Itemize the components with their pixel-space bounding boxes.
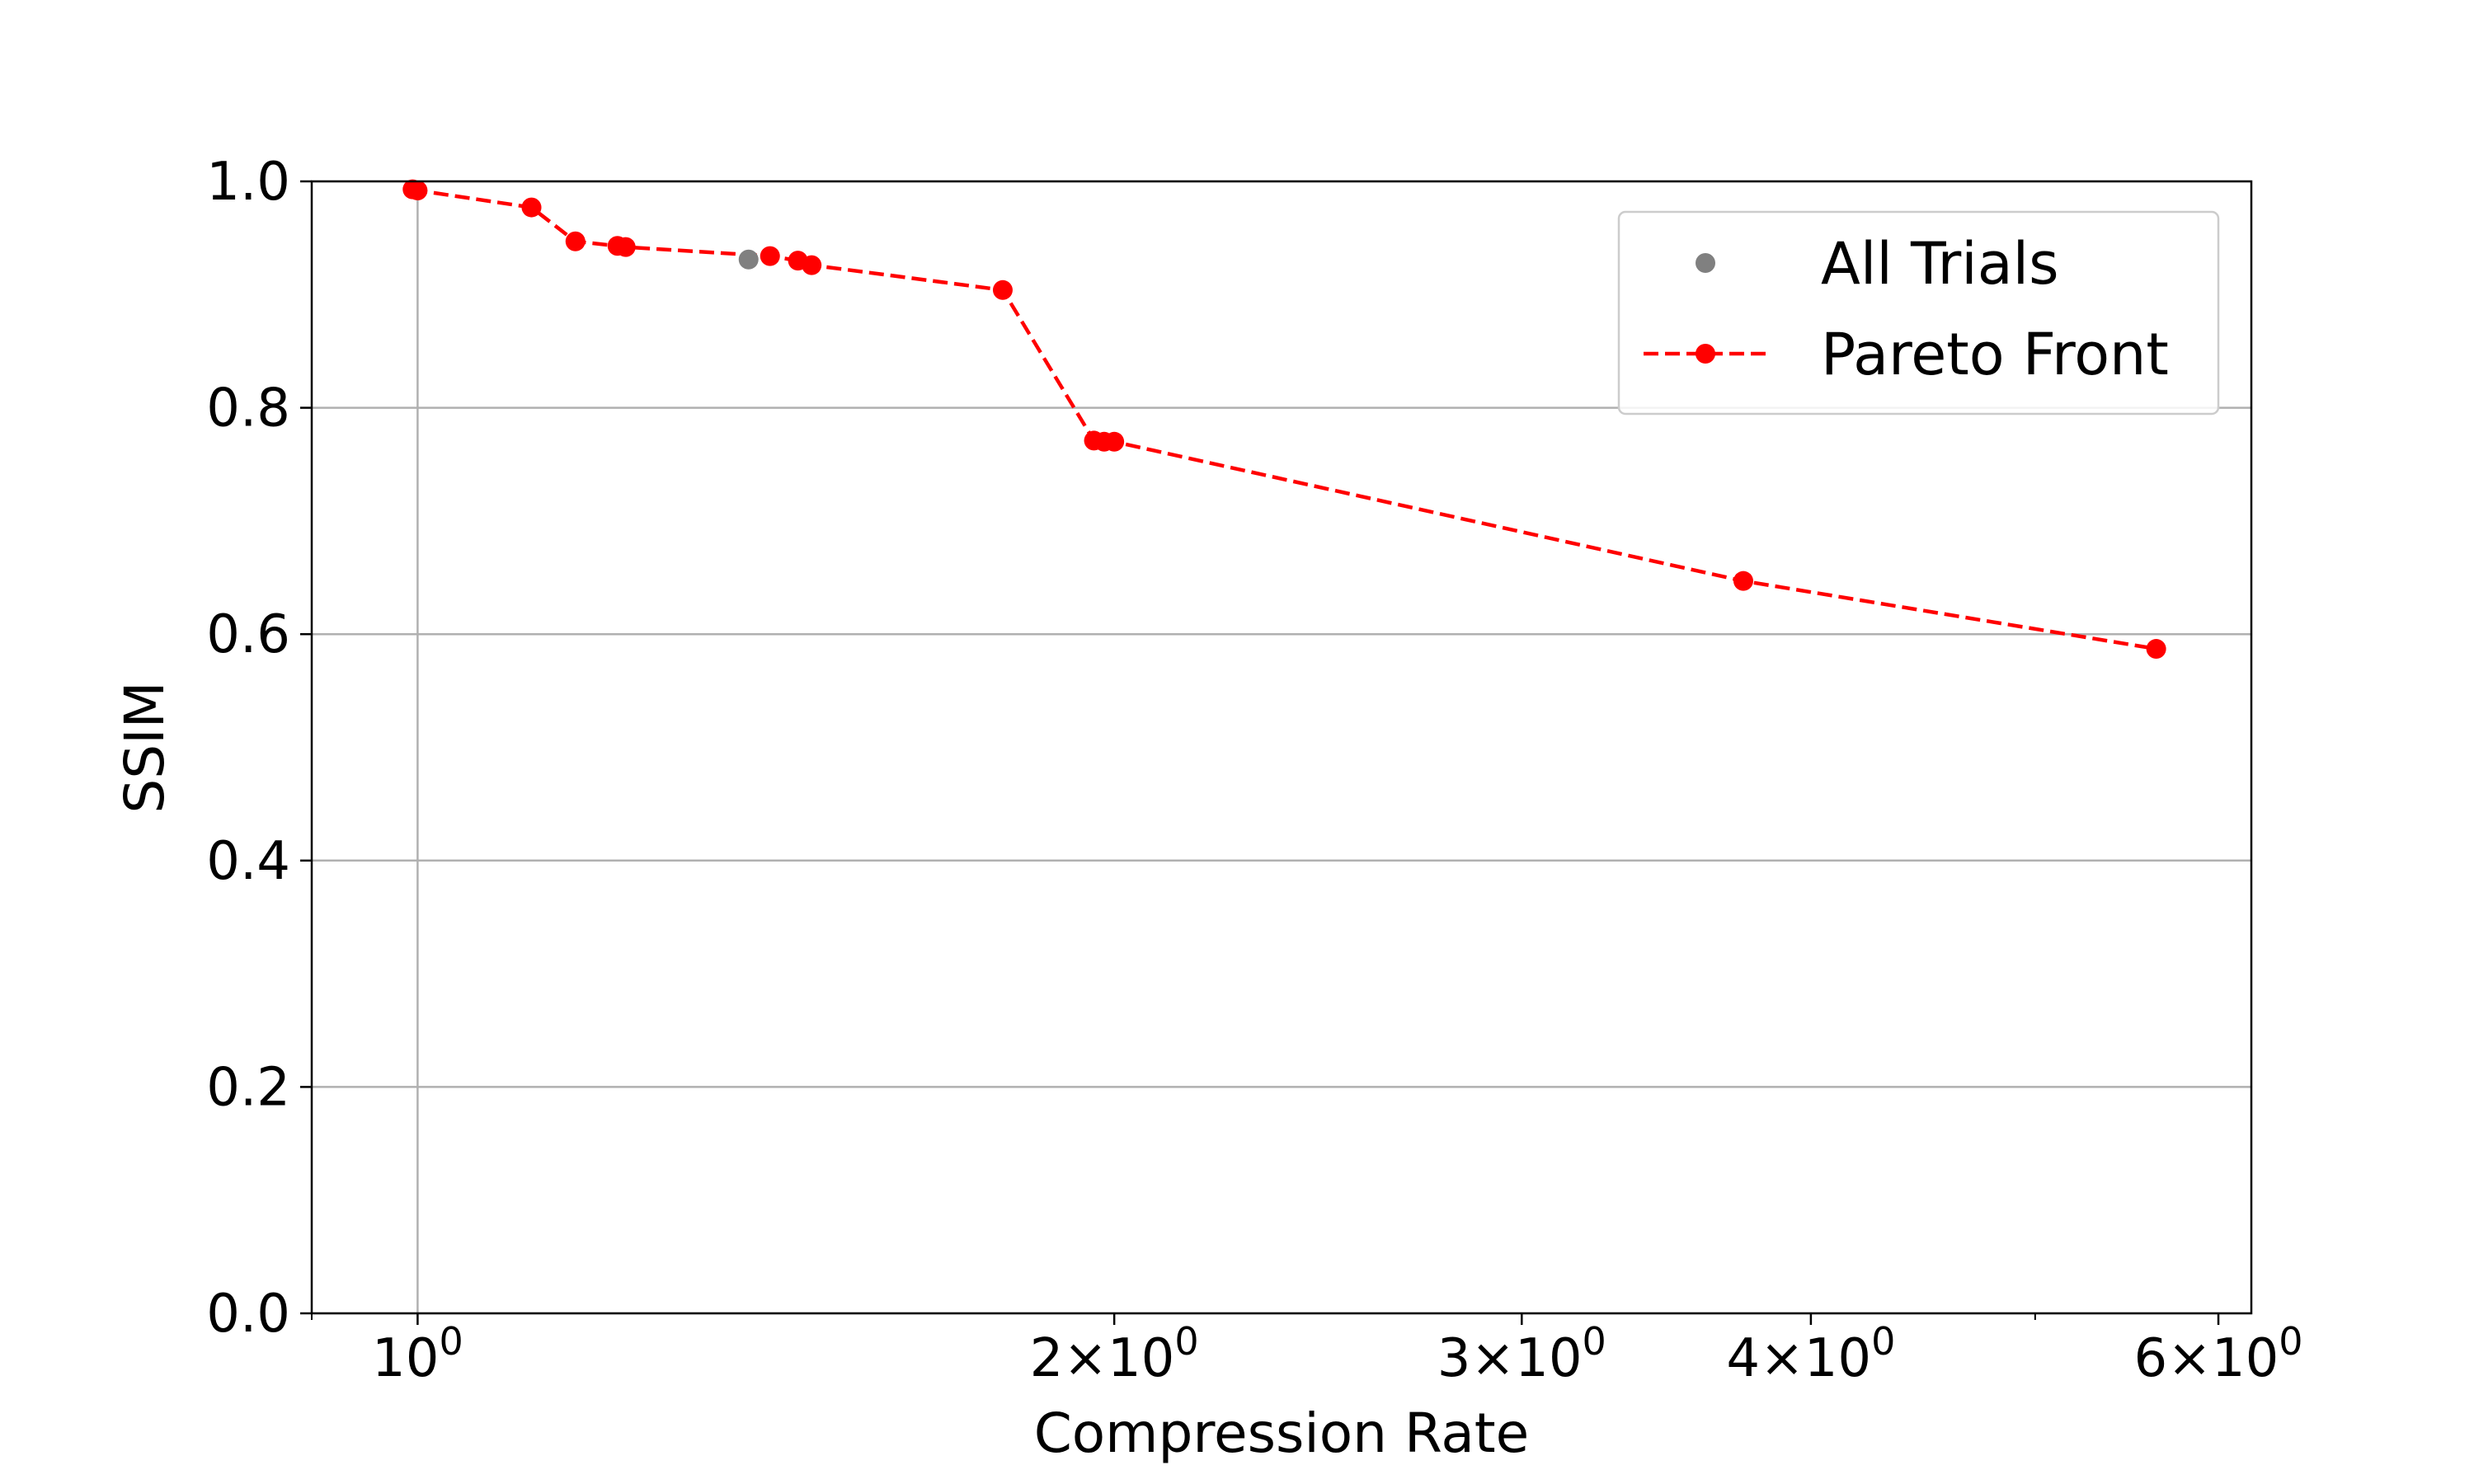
axis-ticks: 0.0 0.2 0.4 0.6 0.8 1.0 100 2×100 3×100 4×100 6×10… (206, 152, 2302, 1389)
pareto-front-point (521, 197, 542, 218)
x-axis-title: Compression Rate (1034, 1402, 1530, 1465)
legend-label: All Trials (1821, 230, 2059, 298)
legend-marker (1696, 344, 1715, 364)
x-tick-label: 2×100 (1030, 1319, 1199, 1389)
legend-box (1617, 210, 2220, 416)
y-tick-label: 0.0 (206, 1284, 290, 1345)
legend-marker (1696, 253, 1715, 273)
pareto-front-point (565, 231, 586, 251)
pareto-front-point (1733, 571, 1753, 591)
y-tick-label: 1.0 (206, 152, 290, 213)
y-tick-label: 0.4 (206, 831, 290, 892)
x-tick-label: 4×100 (1726, 1319, 1895, 1389)
legend: All Trials Pareto Front (1617, 210, 2220, 416)
x-tick-label: 3×100 (1437, 1319, 1606, 1389)
pareto-front-point (992, 279, 1013, 300)
pareto-front-point (407, 180, 428, 200)
y-tick-label: 0.2 (206, 1057, 290, 1118)
pareto-front-point (802, 255, 822, 275)
y-axis-title: SSIM (113, 681, 176, 813)
y-tick-label: 0.6 (206, 604, 290, 665)
pareto-front-point (2146, 639, 2166, 660)
plot-series (402, 179, 2166, 660)
pareto-front-point (615, 237, 636, 257)
x-tick-label: 100 (372, 1319, 463, 1389)
legend-label: Pareto Front (1821, 321, 2169, 388)
pareto-front-point (760, 246, 780, 266)
x-tick-label: 6×100 (2134, 1319, 2303, 1389)
plot-frame (310, 180, 2253, 1315)
y-tick-label: 0.8 (206, 378, 290, 439)
pareto-front-point (1104, 431, 1125, 452)
all-trials-point (738, 249, 759, 270)
